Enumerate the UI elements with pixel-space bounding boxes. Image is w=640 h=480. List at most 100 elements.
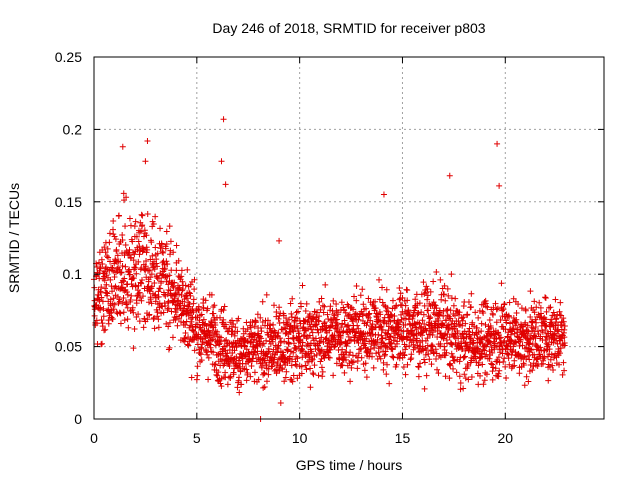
data-point	[522, 319, 529, 326]
data-point	[337, 332, 344, 339]
data-point	[444, 285, 451, 292]
data-point	[292, 344, 299, 351]
data-point	[238, 381, 245, 388]
data-point	[111, 273, 118, 280]
data-point	[205, 354, 212, 361]
data-point	[341, 354, 348, 361]
data-point	[122, 241, 129, 248]
data-point	[428, 361, 435, 368]
data-point	[121, 317, 128, 324]
data-point	[143, 232, 150, 239]
data-point	[120, 278, 127, 285]
data-point	[276, 312, 283, 319]
data-point	[415, 310, 422, 317]
data-point	[531, 351, 538, 358]
data-point	[126, 246, 133, 253]
data-point	[199, 336, 206, 343]
data-point	[208, 291, 215, 298]
data-point	[546, 346, 553, 353]
data-point	[342, 309, 349, 316]
data-point	[99, 340, 106, 347]
data-point	[438, 330, 445, 337]
data-point	[436, 307, 443, 314]
data-point	[264, 317, 271, 324]
data-point	[365, 311, 372, 318]
data-point	[101, 244, 108, 251]
data-point	[468, 373, 475, 380]
data-point	[106, 310, 113, 317]
data-point	[391, 328, 398, 335]
data-point	[112, 236, 119, 243]
data-point	[303, 366, 310, 373]
data-point	[109, 264, 116, 271]
data-point	[169, 334, 176, 341]
data-point	[215, 369, 222, 376]
data-point	[123, 300, 130, 307]
data-point	[283, 321, 290, 328]
data-point	[166, 223, 173, 230]
data-point	[560, 318, 567, 325]
y-axis-tick-labels: 0 0.05 0.1 0.15 0.2 0.25	[55, 49, 82, 427]
data-point	[382, 351, 389, 358]
data-point	[419, 332, 426, 339]
data-point	[273, 309, 280, 316]
data-point	[182, 336, 189, 343]
data-point	[251, 323, 258, 330]
data-point	[527, 336, 534, 343]
data-point	[389, 297, 396, 304]
axis-ticks	[93, 56, 604, 420]
data-point	[504, 334, 511, 341]
data-point	[331, 312, 338, 319]
data-point	[526, 356, 533, 363]
data-point	[330, 372, 337, 379]
data-point	[303, 335, 310, 342]
data-point	[196, 306, 203, 313]
data-point	[203, 349, 210, 356]
data-point	[530, 325, 537, 332]
data-point	[402, 302, 409, 309]
data-point	[481, 342, 488, 349]
data-point	[111, 233, 118, 240]
data-point	[513, 310, 520, 317]
data-point	[500, 305, 507, 312]
data-point	[543, 308, 550, 315]
data-point	[369, 331, 376, 338]
data-point	[350, 306, 357, 313]
data-point	[144, 137, 151, 144]
data-point	[372, 298, 379, 305]
data-point	[533, 304, 540, 311]
data-point	[528, 346, 535, 353]
data-point	[446, 375, 453, 382]
data-point	[151, 279, 158, 286]
data-point	[307, 384, 314, 391]
data-point	[369, 353, 376, 360]
data-point	[550, 309, 557, 316]
data-point	[160, 309, 167, 316]
data-point	[136, 289, 143, 296]
data-point	[132, 283, 139, 290]
data-point	[320, 309, 327, 316]
data-point	[151, 314, 158, 321]
data-point	[378, 332, 385, 339]
data-point	[285, 340, 292, 347]
data-point	[184, 266, 191, 273]
data-point	[493, 306, 500, 313]
data-point	[465, 363, 472, 370]
data-point	[159, 248, 166, 255]
data-point	[173, 267, 180, 274]
data-point	[294, 308, 301, 315]
data-point	[421, 359, 428, 366]
data-point	[379, 284, 386, 291]
data-point	[481, 299, 488, 306]
data-point	[187, 292, 194, 299]
data-point	[313, 321, 320, 328]
data-point	[355, 325, 362, 332]
data-point	[382, 334, 389, 341]
data-point	[163, 258, 170, 265]
data-point	[293, 309, 300, 316]
grid-lines	[94, 57, 604, 419]
data-point	[384, 344, 391, 351]
data-point	[104, 245, 111, 252]
data-point	[394, 332, 401, 339]
data-point	[227, 373, 234, 380]
